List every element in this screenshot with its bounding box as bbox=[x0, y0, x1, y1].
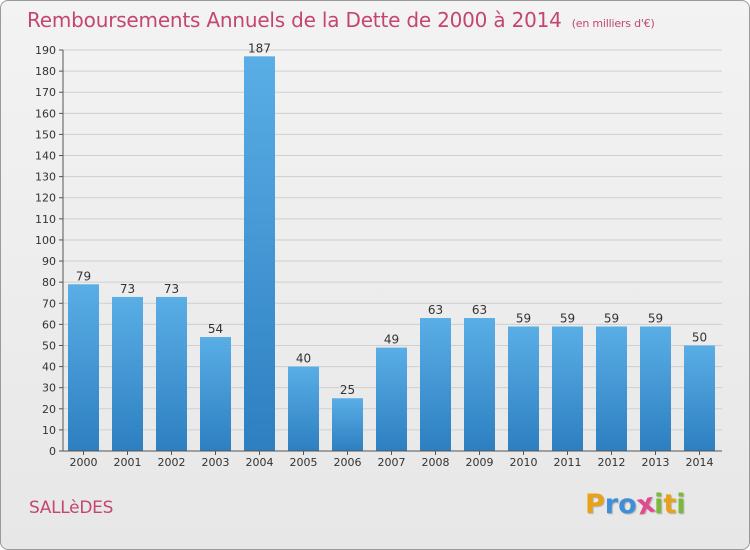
x-tick-label: 2002 bbox=[158, 456, 186, 469]
x-tick-label: 2000 bbox=[70, 456, 98, 469]
logo-letter: i bbox=[654, 489, 664, 520]
data-label: 73 bbox=[164, 282, 179, 296]
x-tick-label: 2011 bbox=[554, 456, 582, 469]
data-label: 59 bbox=[560, 311, 575, 325]
y-tick-label: 140 bbox=[35, 150, 56, 163]
x-tick-label: 2009 bbox=[466, 456, 494, 469]
data-label: 59 bbox=[648, 311, 663, 325]
y-tick-label: 180 bbox=[35, 65, 56, 78]
logo-letter: P bbox=[585, 489, 605, 520]
y-tick-label: 10 bbox=[42, 424, 56, 437]
y-tick-label: 20 bbox=[42, 403, 56, 416]
x-tick-label: 2005 bbox=[290, 456, 318, 469]
chart-title: Remboursements Annuels de la Dette de 20… bbox=[27, 8, 655, 32]
x-tick-label: 2012 bbox=[598, 456, 626, 469]
data-label: 54 bbox=[208, 322, 223, 336]
bars: 79 73 73 54 187 40 25 49 63 63 59 59 59 59 50 bbox=[68, 41, 715, 452]
data-label: 59 bbox=[516, 311, 531, 325]
bar[interactable] bbox=[112, 296, 143, 451]
data-label: 25 bbox=[340, 383, 355, 397]
y-tick-label: 30 bbox=[42, 382, 56, 395]
y-tick-label: 90 bbox=[42, 255, 56, 268]
bar[interactable] bbox=[640, 326, 671, 451]
y-tick-label: 50 bbox=[42, 339, 56, 352]
data-label: 79 bbox=[76, 269, 91, 283]
x-tick-label: 2008 bbox=[422, 456, 450, 469]
y-tick-label: 150 bbox=[35, 128, 56, 141]
bar[interactable] bbox=[420, 318, 451, 451]
x-tick-label: 2014 bbox=[686, 456, 714, 469]
y-tick-label: 80 bbox=[42, 276, 56, 289]
x-tick-label: 2003 bbox=[202, 456, 230, 469]
x-tick-label: 2010 bbox=[510, 456, 538, 469]
proxiti-logo[interactable]: Proxiti bbox=[585, 488, 686, 522]
y-tick-label: 0 bbox=[49, 445, 56, 458]
y-tick-label: 190 bbox=[35, 44, 56, 57]
data-label: 73 bbox=[120, 282, 135, 296]
y-tick-label: 60 bbox=[42, 318, 56, 331]
y-axis: 0 10 20 30 40 50 60 70 80 90 100 110 120 130 140 150 160… bbox=[35, 44, 64, 458]
unit-label: (en milliers d'€) bbox=[571, 17, 655, 30]
y-tick-label: 100 bbox=[35, 234, 56, 247]
bar[interactable] bbox=[332, 398, 363, 451]
data-label: 63 bbox=[472, 303, 487, 317]
x-axis: 2000 2001 2002 2003 2004 2005 2006 2007 2008 2009… bbox=[63, 450, 722, 469]
y-tick-label: 110 bbox=[35, 213, 56, 226]
logo-letter: r bbox=[604, 489, 619, 520]
bar[interactable] bbox=[552, 326, 583, 451]
x-tick-label: 2006 bbox=[334, 456, 362, 469]
commune-name: SALLèDES bbox=[29, 498, 114, 518]
bar[interactable] bbox=[156, 296, 187, 451]
bar[interactable] bbox=[684, 345, 715, 451]
y-tick-label: 70 bbox=[42, 297, 56, 310]
bar[interactable] bbox=[376, 347, 407, 451]
bar[interactable] bbox=[508, 326, 539, 451]
x-tick-label: 2007 bbox=[378, 456, 406, 469]
logo-letter: i bbox=[676, 489, 686, 520]
y-tick-label: 160 bbox=[35, 107, 56, 120]
title-text: Remboursements Annuels de la Dette de 20… bbox=[27, 8, 562, 32]
logo-letter: o bbox=[618, 489, 637, 520]
x-tick-label: 2013 bbox=[642, 456, 670, 469]
bar[interactable] bbox=[596, 326, 627, 451]
bar[interactable] bbox=[200, 337, 231, 451]
x-tick-label: 2001 bbox=[114, 456, 142, 469]
data-label: 50 bbox=[692, 330, 707, 344]
bar[interactable] bbox=[464, 318, 495, 451]
bar[interactable] bbox=[288, 366, 319, 451]
data-label: 40 bbox=[296, 352, 311, 366]
data-label: 63 bbox=[428, 303, 443, 317]
data-label: 49 bbox=[384, 333, 399, 347]
data-label: 59 bbox=[604, 311, 619, 325]
y-tick-label: 120 bbox=[35, 192, 56, 205]
bar[interactable] bbox=[68, 284, 99, 451]
y-tick-label: 130 bbox=[35, 171, 56, 184]
y-tick-label: 170 bbox=[35, 86, 56, 99]
x-tick-label: 2004 bbox=[246, 456, 274, 469]
data-label: 187 bbox=[248, 41, 271, 55]
y-tick-label: 40 bbox=[42, 361, 56, 374]
bar[interactable] bbox=[244, 56, 275, 452]
logo-letter: t bbox=[663, 489, 677, 520]
